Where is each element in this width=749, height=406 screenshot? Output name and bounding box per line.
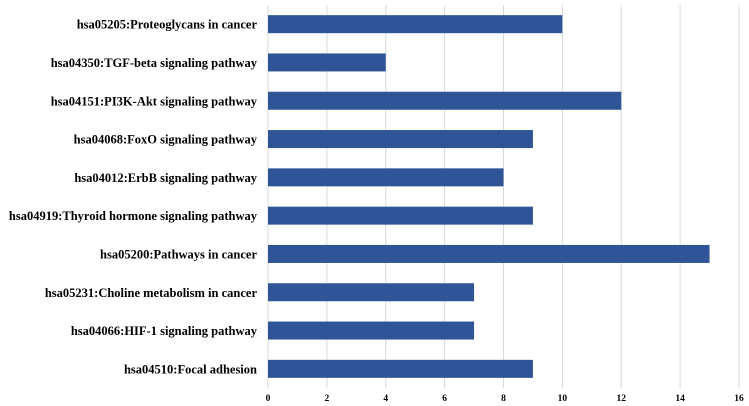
category-label: hsa04068:FoxO signaling pathway [74, 133, 258, 147]
bar [268, 53, 386, 72]
category-label: hsa04510:Focal adhesion [124, 362, 257, 376]
category-label: hsa04012:ErbB signaling pathway [74, 171, 257, 185]
category-label: hsa04151:PI3K-Akt signaling pathway [51, 94, 258, 108]
category-label: hsa04350:TGF-beta signaling pathway [51, 56, 258, 70]
category-label: hsa04066:HIF-1 signaling pathway [71, 324, 258, 338]
category-label: hsa04919:Thyroid hormone signaling pathw… [9, 209, 258, 223]
x-tick-label: 12 [617, 394, 627, 404]
x-tick-label: 14 [675, 394, 685, 404]
x-tick-labels: 0 2 4 6 8 10 12 14 16 [266, 394, 744, 404]
category-label: hsa05231:Choline metabolism in cancer [45, 286, 258, 300]
x-tick-label: 8 [501, 394, 506, 404]
x-tick-label: 6 [442, 394, 447, 404]
bar [268, 15, 563, 34]
bar [268, 91, 622, 110]
x-tick-label: 16 [734, 394, 744, 404]
x-tick-label: 10 [558, 394, 568, 404]
x-tick-label: 2 [325, 394, 330, 404]
bar [268, 244, 710, 263]
category-label: hsa05205:Proteoglycans in cancer [77, 18, 258, 32]
category-label: hsa05200:Pathways in cancer [100, 247, 257, 261]
bar [268, 283, 475, 302]
bar [268, 321, 475, 340]
bars [268, 15, 710, 378]
bar [268, 359, 533, 378]
x-tick-label: 0 [266, 394, 271, 404]
bar [268, 168, 504, 187]
bar [268, 130, 533, 149]
category-labels: hsa05205:Proteoglycans in cancer hsa04350… [9, 18, 258, 377]
x-tick-label: 4 [383, 394, 388, 404]
bar [268, 206, 533, 225]
